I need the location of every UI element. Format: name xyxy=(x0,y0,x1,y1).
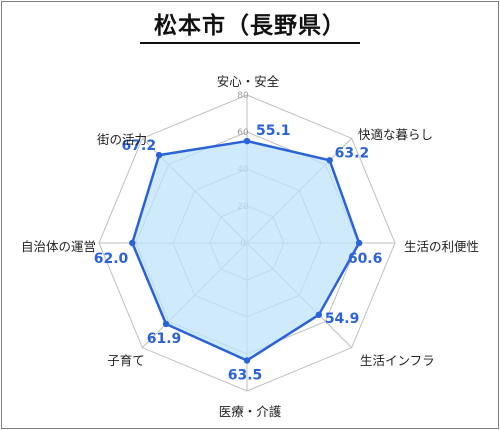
category-label: 生活インフラ xyxy=(360,353,435,368)
series-area xyxy=(131,139,361,362)
category-label: 自治体の運営 xyxy=(21,239,96,254)
category-label: 生活の利便性 xyxy=(404,239,479,254)
category-label: 街の活力 xyxy=(97,132,147,147)
data-point xyxy=(162,320,170,328)
category-label: 子育て xyxy=(107,353,145,368)
data-point xyxy=(326,157,333,164)
data-label: 54.9 xyxy=(325,311,360,327)
category-label: 医療・介護 xyxy=(219,404,282,419)
data-point xyxy=(243,137,251,145)
data-point xyxy=(243,357,251,364)
series-layer: 55.1 63.2 60.6 54.9 63.5 61.9 62.0 67.2 xyxy=(94,123,383,383)
data-label: 67.2 xyxy=(122,138,157,154)
tick-label: 60 xyxy=(237,128,249,138)
data-point xyxy=(315,311,323,319)
data-label: 62.0 xyxy=(94,251,129,267)
title-underline xyxy=(140,42,360,44)
data-label: 63.2 xyxy=(335,145,370,161)
category-label: 安心・安全 xyxy=(217,74,280,89)
data-label: 61.9 xyxy=(147,331,182,347)
tick-label: 80 xyxy=(237,91,249,101)
chart-title: 松本市（長野県） xyxy=(154,13,346,39)
data-label: 55.1 xyxy=(256,123,291,139)
data-point xyxy=(155,151,163,159)
category-label: 快適な暮らし xyxy=(358,127,433,142)
data-point xyxy=(129,239,136,247)
data-label: 63.5 xyxy=(228,367,263,383)
data-label: 60.6 xyxy=(348,251,383,267)
data-point xyxy=(355,239,363,247)
